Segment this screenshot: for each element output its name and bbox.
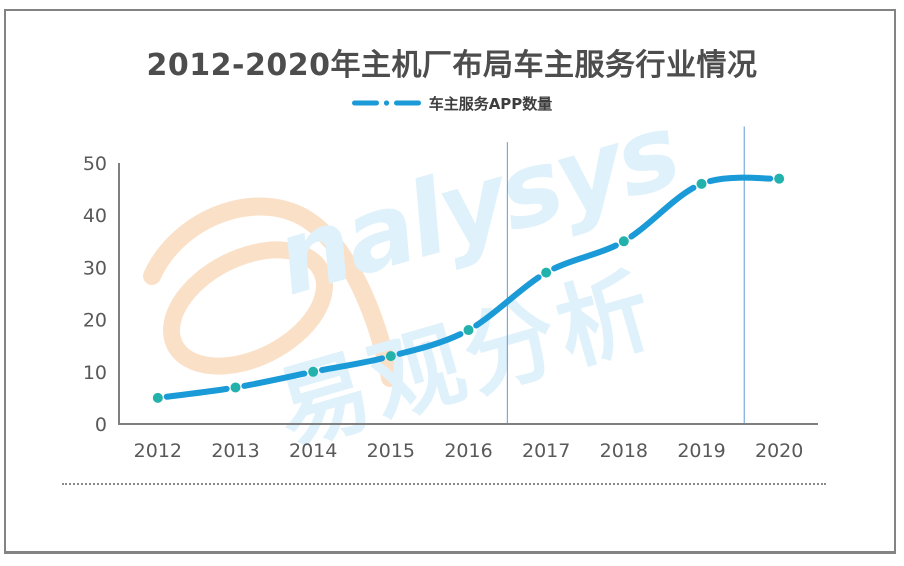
data-point-marker xyxy=(774,173,785,184)
x-tick-label: 2012 xyxy=(134,440,182,462)
data-point-marker xyxy=(308,366,319,377)
data-point-marker xyxy=(541,267,552,278)
x-tick-label: 2016 xyxy=(444,440,492,462)
y-tick-label: 0 xyxy=(95,414,107,436)
y-tick-label: 50 xyxy=(83,153,107,175)
series-line-segment xyxy=(154,384,239,401)
series-line-segment xyxy=(620,180,705,245)
x-tick-label: 2020 xyxy=(755,440,803,462)
x-tick-label: 2014 xyxy=(289,440,337,462)
dotted-separator xyxy=(62,483,826,485)
data-point-marker xyxy=(463,325,474,336)
x-tick-label: 2017 xyxy=(522,440,570,462)
series-line-segment xyxy=(232,368,317,391)
series-line-segment xyxy=(465,269,550,334)
series-line-segment xyxy=(543,238,627,276)
chart-title: 2012-2020年主机厂布局车主服务行业情况 xyxy=(146,48,758,83)
legend-label: 车主服务APP数量 xyxy=(428,94,553,113)
x-tick-label: 2019 xyxy=(677,440,725,462)
series-line-segment xyxy=(698,174,783,187)
y-tick-label: 10 xyxy=(83,362,107,384)
y-tick-label: 20 xyxy=(83,310,107,332)
data-point-marker xyxy=(618,236,629,247)
data-point-marker xyxy=(230,382,241,393)
data-point-marker xyxy=(385,351,396,362)
y-tick-label: 30 xyxy=(83,257,107,279)
legend-line-symbol xyxy=(351,100,421,106)
data-point-marker xyxy=(152,392,163,403)
card-border xyxy=(4,9,896,554)
legend: 车主服务APP数量 xyxy=(0,92,904,114)
series-line-segment xyxy=(310,353,394,375)
data-point-marker xyxy=(696,178,707,189)
y-tick-label: 40 xyxy=(83,205,107,227)
x-tick-label: 2018 xyxy=(600,440,648,462)
x-tick-label: 2015 xyxy=(367,440,415,462)
series-line-segment xyxy=(387,327,472,360)
x-tick-label: 2013 xyxy=(211,440,259,462)
axis-lines xyxy=(118,163,818,425)
